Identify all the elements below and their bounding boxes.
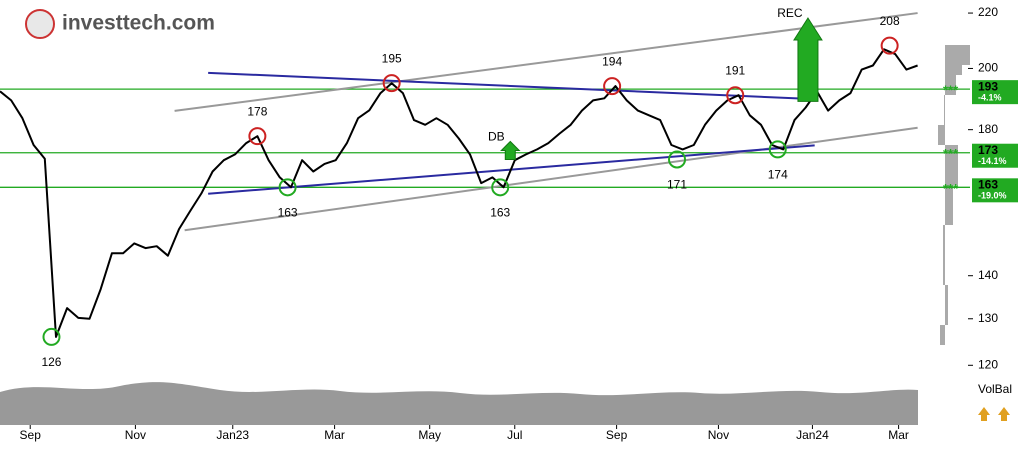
extreme-marker [668, 150, 687, 169]
extreme-label: 126 [41, 355, 61, 369]
volbal-icons [978, 407, 1010, 421]
logo: investtech.com [25, 9, 215, 39]
x-tick-label: Mar [888, 428, 909, 442]
extreme-marker [42, 327, 61, 346]
y-tick-label: 180 [978, 122, 998, 136]
level-stars: *** [943, 146, 959, 161]
volume-label: VolBal [978, 382, 1012, 396]
volume-area [0, 382, 918, 425]
x-tick-label: Nov [708, 428, 729, 442]
extreme-marker [768, 140, 787, 159]
signal-arrow [500, 140, 521, 160]
extreme-marker [491, 178, 510, 197]
trend-line [174, 12, 918, 112]
extreme-marker [603, 77, 622, 96]
extreme-label: 194 [602, 54, 622, 68]
x-tick-label: Sep [606, 428, 628, 442]
signal-label: DB [488, 130, 505, 144]
extreme-label: 195 [382, 51, 402, 65]
x-tick-label: Jan24 [796, 428, 829, 442]
x-tick-label: Nov [125, 428, 146, 442]
extreme-label: 208 [880, 14, 900, 28]
extreme-label: 178 [247, 104, 267, 118]
extreme-label: 171 [667, 178, 687, 192]
y-tick-label: 220 [978, 5, 998, 19]
y-tick-label: 120 [978, 357, 998, 371]
level-value: 163 [978, 177, 998, 191]
level-change: -14.1% [978, 156, 1007, 166]
level-box [972, 178, 1018, 203]
level-box [972, 80, 1018, 105]
signal-label: REC [777, 6, 803, 20]
brand: investtech.com [62, 12, 215, 35]
extreme-label: 163 [490, 205, 510, 219]
y-tick-label: 200 [978, 61, 998, 75]
trend-line [208, 71, 815, 101]
extreme-label: 191 [725, 63, 745, 77]
price-line [0, 48, 918, 338]
extreme-marker [278, 178, 297, 197]
x-tick-label: Sep [20, 428, 42, 442]
level-box [972, 143, 1018, 168]
level-change: -4.1% [978, 93, 1002, 103]
extreme-marker [382, 74, 401, 93]
y-tick-label: 140 [978, 268, 998, 282]
extreme-marker [880, 36, 899, 55]
logo-icon [25, 9, 55, 39]
x-tick-label: Jul [507, 428, 522, 442]
extreme-marker [726, 86, 745, 105]
extreme-marker [248, 127, 267, 146]
x-tick-label: Jan23 [216, 428, 249, 442]
level-stars: *** [943, 83, 959, 98]
level-stars: *** [943, 181, 959, 196]
y-tick-label: 130 [978, 311, 998, 325]
extreme-label: 174 [768, 168, 788, 182]
level-value: 193 [978, 79, 998, 93]
extreme-label: 163 [278, 205, 298, 219]
x-tick-label: Mar [324, 428, 345, 442]
signal-arrow [793, 17, 823, 102]
level-value: 173 [978, 143, 998, 157]
trend-line [184, 126, 918, 232]
level-change: -19.0% [978, 191, 1007, 201]
x-tick-label: May [418, 428, 441, 442]
